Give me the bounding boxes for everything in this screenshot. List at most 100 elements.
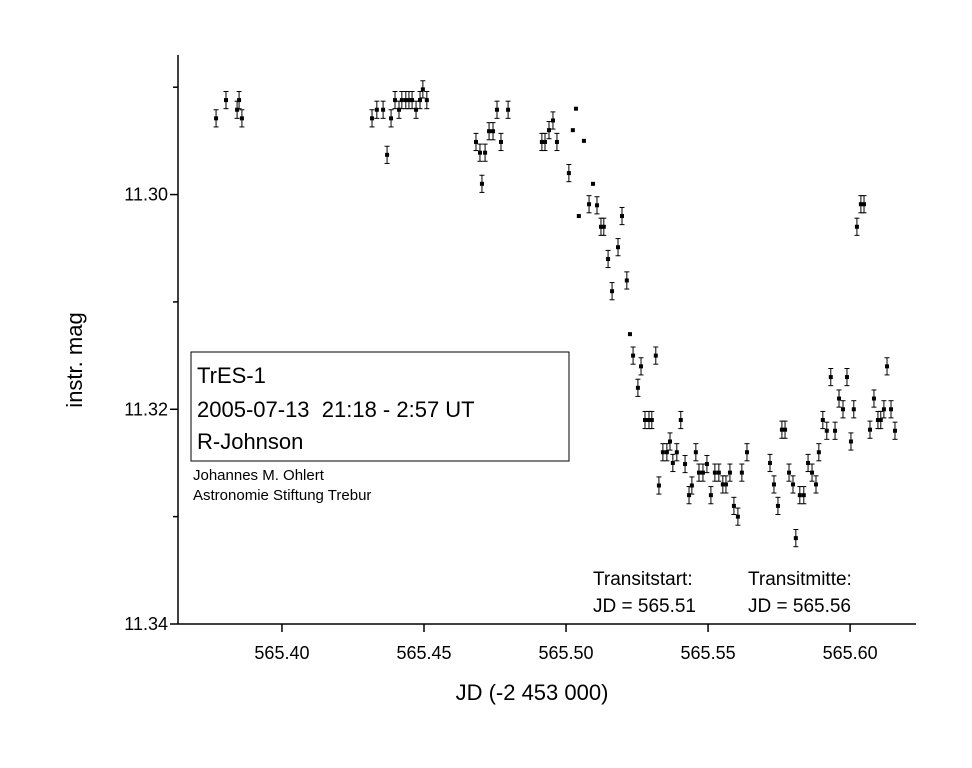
data-point [473,139,478,144]
data-point [837,396,842,401]
data-point [570,128,575,133]
data-point [539,139,544,144]
data-point [576,214,581,219]
data-point [381,107,386,112]
data-point [771,482,776,487]
data-point [214,116,219,121]
legend-box [190,351,570,462]
data-point [862,202,867,207]
data-point [816,450,821,455]
data-point [491,129,496,134]
x-tick-label: 565.45 [396,643,451,663]
data-point [885,364,890,369]
data-point [824,428,829,433]
data-point [806,460,811,465]
data-point [543,139,548,144]
data-point [483,150,488,155]
data-point [881,407,886,412]
y-axis-label: instr. mag [62,312,87,407]
data-point [656,483,661,488]
data-point [606,256,611,261]
data-point [871,396,876,401]
data-point [573,106,578,111]
data-point [767,460,772,465]
data-point [875,418,880,423]
data-point [801,493,806,498]
data-point [744,450,749,455]
data-point [649,418,654,423]
data-point [653,353,658,358]
data-point [779,427,784,432]
box-line: TrES-1 [197,363,266,388]
data-point [554,139,559,144]
data-point [479,181,484,186]
data-point [477,150,482,155]
data-point [616,245,621,250]
transit-label: Transitmitte: [748,569,852,590]
data-point [594,203,599,208]
data-point [797,493,802,498]
data-point [693,450,698,455]
data-point [385,152,390,157]
data-point [598,224,603,229]
x-tick-label: 565.50 [539,643,594,663]
x-tick-label: 565.40 [254,643,309,663]
data-point [678,418,683,423]
data-point [820,418,825,423]
data-point [727,470,732,475]
data-point [700,470,705,475]
data-point [670,460,675,465]
data-point [418,98,423,103]
data-point [374,107,379,112]
data-point [619,214,624,219]
data-point [739,470,744,475]
data-point [787,470,792,475]
data-point [851,407,856,412]
data-point [487,129,492,134]
data-point [844,375,849,380]
data-point [389,116,394,121]
data-point [687,493,692,498]
data-point [239,116,244,121]
data-point [506,107,511,112]
data-point [639,364,644,369]
data-point [840,407,845,412]
data-point [854,224,859,229]
data-point [224,98,229,103]
data-point [424,98,429,103]
data-point [660,450,665,455]
data-point [689,483,694,488]
data-point [581,138,586,143]
data-point [610,289,615,294]
x-axis-label: JD (-2 453 000) [456,680,609,705]
x-tick-label: 565.60 [823,643,878,663]
data-point [624,278,629,283]
data-point [399,98,404,103]
y-tick-label: 11.34 [124,614,168,634]
data-point [627,332,632,337]
box-line: R-Johnson [197,429,303,454]
data-point [410,98,415,103]
data-point [716,470,721,475]
data-point [793,536,798,541]
transit-label: Transitstart: [593,569,693,590]
data-point [414,107,419,112]
data-point [370,116,375,121]
data-point [858,202,863,207]
data-point [393,98,398,103]
data-point [814,482,819,487]
data-point [723,482,728,487]
data-point [878,418,883,423]
credit: Astronomie Stiftung Trebur [193,487,371,504]
data-point [696,470,701,475]
x-tick-label: 565.55 [681,643,736,663]
data-point [683,462,688,467]
data-point [631,353,636,358]
data-point [708,493,713,498]
data-point [643,418,648,423]
data-point [704,462,709,467]
box-line: 2005-07-13 21:18 - 2:57 UT [197,397,475,422]
data-point [810,470,815,475]
